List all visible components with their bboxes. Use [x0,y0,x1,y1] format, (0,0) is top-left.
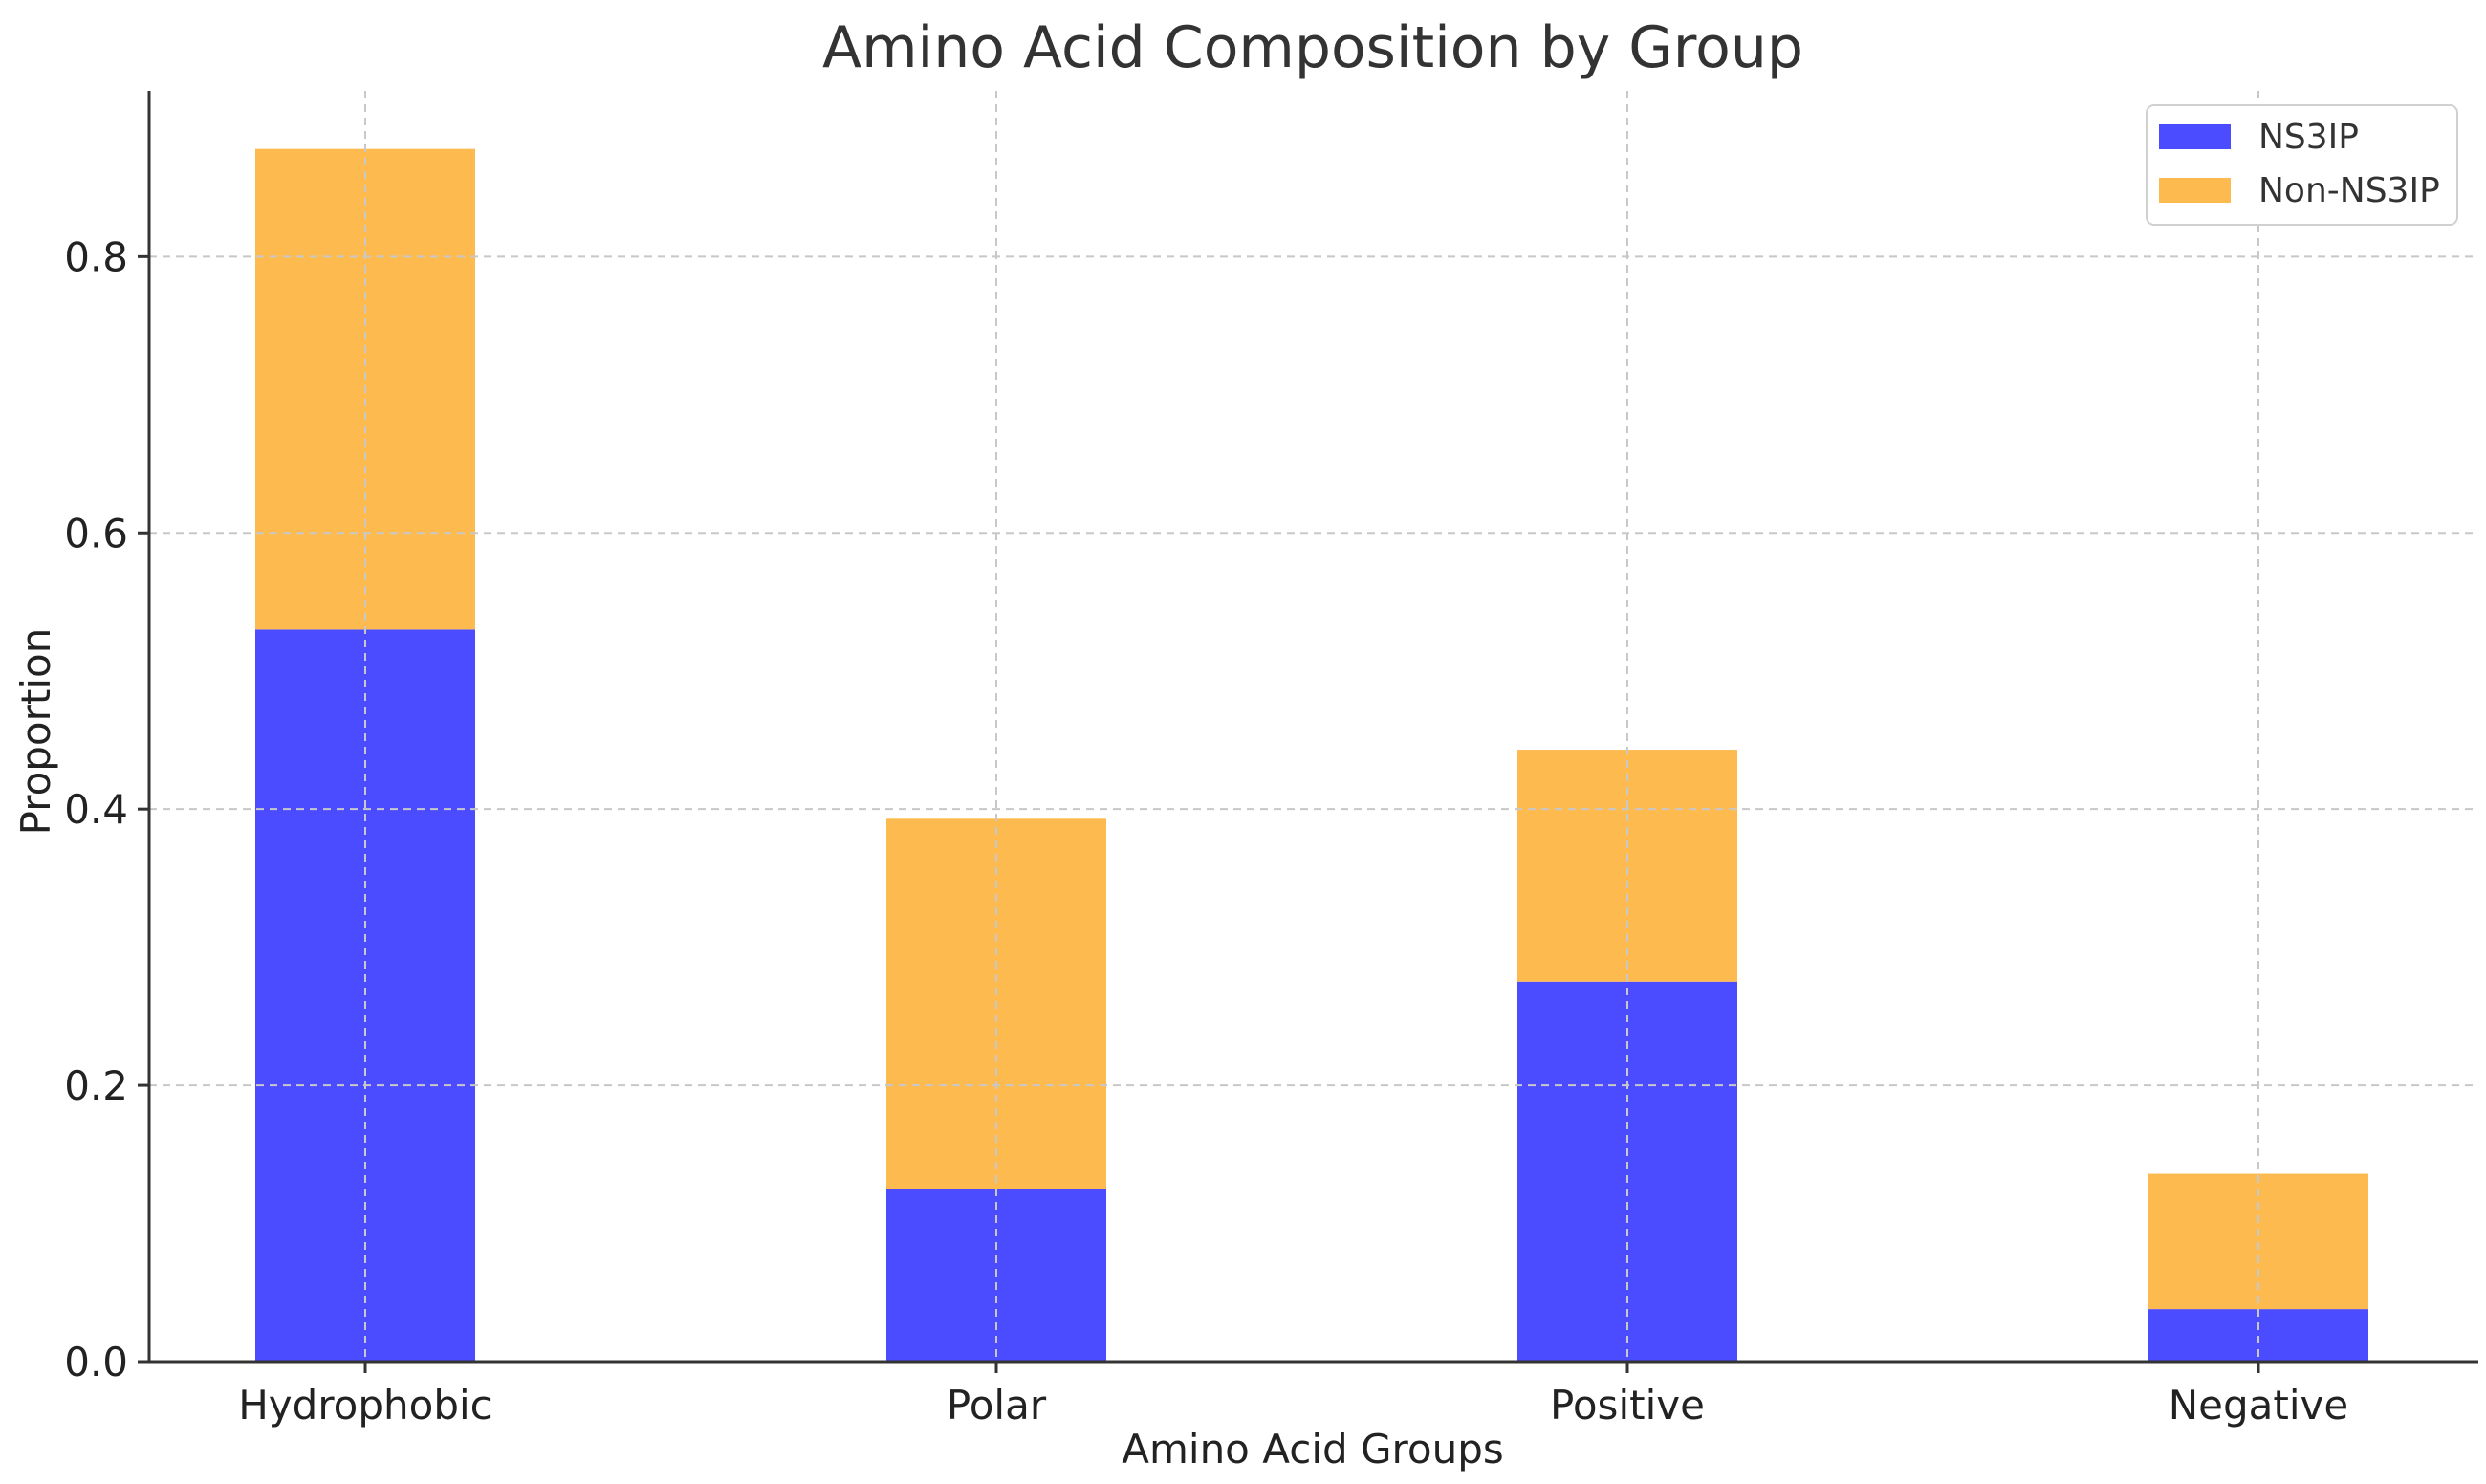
y-axis-label: Proportion [12,628,59,836]
legend-swatch-ns3ip [2159,124,2231,149]
y-ticks: 0.0 0.2 0.4 0.6 0.8 [64,233,149,1386]
legend: NS3IP Non-NS3IP [2146,104,2458,226]
bar-ns3ip-positive [1517,981,1737,1362]
y-tick-label: 0.6 [64,510,128,556]
x-tick-label: Negative [2169,1382,2349,1429]
grid [149,91,2478,1362]
axes [147,91,2478,1364]
x-tick-label: Positive [1550,1382,1705,1429]
y-tick-label: 0.4 [64,786,128,833]
x-ticks: Hydrophobic Polar Positive Negative [238,1362,2348,1429]
chart-title: Amino Acid Composition by Group [822,14,1803,81]
y-tick-label: 0.8 [64,233,128,280]
legend-label-ns3ip: NS3IP [2258,118,2359,157]
bar-non-ns3ip-positive [1517,750,1737,982]
x-tick-label: Hydrophobic [238,1382,492,1429]
legend-swatch-non-ns3ip [2159,178,2231,203]
y-tick-label: 0.0 [64,1339,128,1386]
x-tick-label: Polar [947,1382,1047,1429]
bars [255,148,2368,1362]
y-tick-label: 0.2 [64,1062,128,1109]
legend-label-non-ns3ip: Non-NS3IP [2258,171,2440,210]
x-axis-label: Amino Acid Groups [1122,1426,1504,1473]
